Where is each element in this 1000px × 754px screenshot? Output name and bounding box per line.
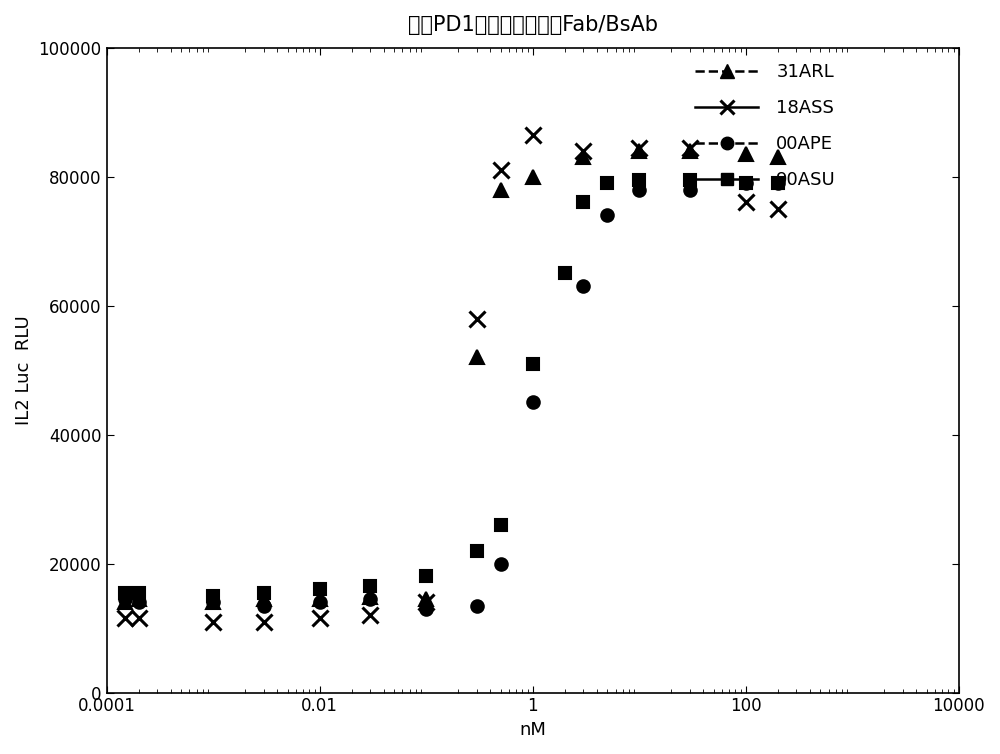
Y-axis label: IL2 Luc  RLU: IL2 Luc RLU xyxy=(15,315,33,425)
Legend: 31ARL, 18ASS, 00APE, 90ASU: 31ARL, 18ASS, 00APE, 90ASU xyxy=(695,63,836,189)
X-axis label: nM: nM xyxy=(519,721,546,739)
Title: 在抗PD1生物测定中测试Fab/BsAb: 在抗PD1生物测定中测试Fab/BsAb xyxy=(408,15,658,35)
